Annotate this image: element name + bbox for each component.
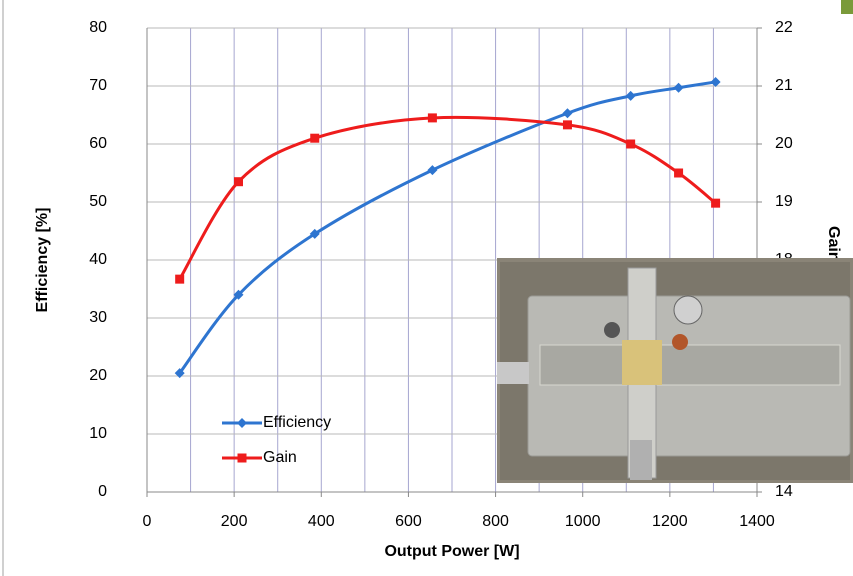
marker [674,168,684,178]
photo-pipe [630,440,652,480]
marker [710,76,721,87]
legend-label: Efficiency [263,414,331,431]
y-tick-label: 80 [89,19,107,36]
y-tick-label: 40 [89,251,107,268]
y-tick-label: 50 [89,193,107,210]
marker [309,228,320,239]
legend: Efficiency Gain [222,414,331,466]
legend-label: Gain [263,449,297,466]
marker [174,368,185,379]
x-axis-title: Output Power [W] [384,543,519,560]
corner-accent [841,0,853,14]
photo-capacitor [673,295,703,325]
x-tick-label: 0 [143,513,152,530]
y2-tick-label: 20 [775,135,793,152]
x-tick-label: 1400 [739,513,775,530]
y2-tick-label: 22 [775,19,793,36]
photo-transistor [622,340,662,385]
series-line [178,80,716,375]
y-tick-label: 10 [89,425,107,442]
series-layer [174,76,721,379]
marker [237,453,247,463]
y2-tick-label: 21 [775,77,793,94]
marker [562,120,572,130]
grid: 0 200 400 600 800 1000 1200 1400 0 10 20 30 40 50 60 70… [89,19,793,530]
marker [562,108,573,119]
marker [427,165,438,176]
y-tick-label: 30 [89,309,107,326]
x-tick-label: 600 [395,513,422,530]
x-tick-label: 1200 [652,513,688,530]
photo-component [604,322,620,338]
x-tick-label: 1000 [565,513,601,530]
marker [233,289,244,300]
marker [673,82,684,93]
photo-inset [497,258,853,483]
y2-tick-label: 14 [775,483,793,500]
marker [175,274,185,284]
y-tick-label: 60 [89,135,107,152]
y-axis-title: Efficiency [%] [34,208,51,313]
marker [626,139,636,149]
y-tick-label: 70 [89,77,107,94]
marker [625,90,636,101]
photo-connector [497,362,529,384]
marker [310,133,320,143]
y-tick-label: 0 [98,483,107,500]
marker [711,198,721,208]
x-tick-label: 800 [482,513,509,530]
photo-trace [539,344,841,386]
y2-tick-label: 19 [775,193,793,210]
y-tick-label: 20 [89,367,107,384]
x-tick-label: 400 [308,513,335,530]
photo-inductor [672,334,688,350]
x-tick-label: 200 [221,513,248,530]
marker [237,418,247,428]
marker [427,113,437,123]
marker [234,177,243,187]
